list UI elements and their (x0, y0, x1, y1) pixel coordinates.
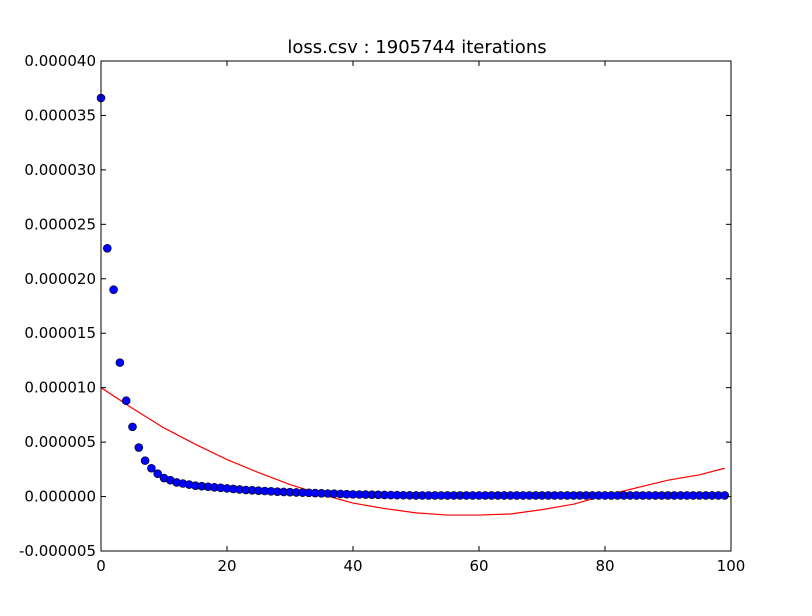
fit-line-layer (101, 387, 725, 516)
plot-frame (100, 60, 732, 552)
y-tick-label: -0.000005 (19, 542, 96, 560)
data-point (134, 443, 144, 452)
chart-title: loss.csv : 1905744 iterations (287, 37, 546, 58)
data-point (147, 463, 156, 473)
data-point (103, 243, 112, 253)
data-point (153, 469, 162, 478)
y-tick-label: 0.000040 (24, 52, 96, 70)
x-tick-label: 40 (343, 557, 362, 575)
x-tick-label: 60 (469, 557, 488, 575)
y-tick-label: 0.000000 (24, 488, 96, 506)
y-tick-label: 0.000015 (24, 324, 96, 342)
data-point (121, 396, 131, 406)
points-layer (96, 93, 730, 500)
x-tick-label: 0 (96, 557, 106, 575)
data-point (115, 358, 125, 367)
x-tick-label: 100 (717, 557, 746, 575)
data-point (140, 456, 150, 465)
data-point (720, 491, 730, 500)
fit-curve (101, 387, 725, 516)
y-tick-label: 0.000005 (24, 433, 96, 451)
x-axis: 0 20 40 60 80 100 (96, 61, 745, 575)
y-tick-label: 0.000010 (24, 379, 96, 397)
x-tick-label: 20 (217, 557, 236, 575)
y-axis: -0.000005 0.000000 0.000005 0.000010 0.00001… (19, 52, 731, 560)
data-point (128, 422, 137, 432)
y-tick-label: 0.000020 (24, 270, 96, 288)
y-tick-label: 0.000025 (24, 215, 96, 233)
y-tick-label: 0.000035 (24, 106, 96, 124)
data-point (109, 285, 118, 294)
y-tick-label: 0.000030 (24, 161, 96, 179)
x-tick-label: 80 (595, 557, 614, 575)
